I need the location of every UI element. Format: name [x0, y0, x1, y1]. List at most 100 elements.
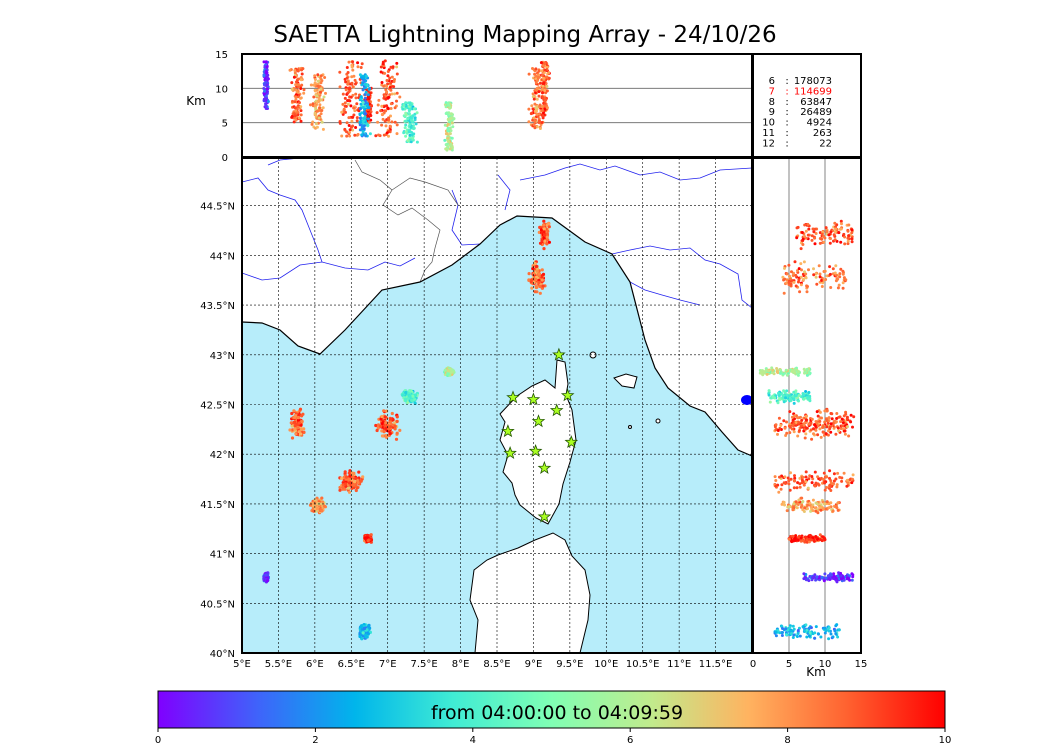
altitude-point: [364, 79, 368, 83]
lightning-point: [299, 427, 303, 431]
side-point: [784, 396, 787, 400]
side-point: [783, 391, 787, 395]
side-point: [811, 477, 815, 481]
side-point: [850, 240, 854, 244]
altitude-point: [381, 62, 385, 66]
side-point: [850, 228, 854, 232]
side-point: [767, 389, 771, 393]
altitude-point: [341, 92, 345, 96]
altitude-point: [359, 95, 363, 99]
altitude-point: [364, 90, 368, 94]
lightning-point: [447, 369, 451, 373]
altitude-point: [395, 65, 399, 69]
latitude-tick-label: 43.5°N: [200, 301, 235, 312]
side-point: [797, 498, 801, 502]
altitude-point: [545, 84, 549, 88]
lightning-point: [293, 420, 297, 424]
altitude-point: [297, 116, 301, 120]
side-point: [823, 626, 827, 630]
altitude-point: [541, 84, 545, 88]
altitude-point: [367, 99, 371, 103]
side-point: [839, 427, 843, 430]
lightning-point: [395, 431, 399, 435]
altitude-point: [542, 81, 545, 85]
side-point: [843, 242, 847, 246]
lightning-point: [290, 428, 295, 432]
altitude-point: [343, 96, 347, 100]
altitude-point: [296, 110, 300, 114]
altitude-point: [355, 119, 359, 123]
lightning-point: [533, 262, 537, 266]
altitude-point: [348, 130, 351, 134]
side-point: [839, 577, 843, 581]
side-point: [807, 371, 811, 375]
side-point: [847, 223, 851, 227]
longitude-tick-label: 8°E: [452, 659, 470, 670]
altitude-point: [262, 60, 266, 64]
side-point: [840, 476, 844, 480]
side-point: [826, 421, 830, 425]
side-point: [849, 413, 853, 417]
lightning-point: [543, 239, 547, 243]
side-point: [793, 474, 796, 478]
station-count-colon: :: [785, 86, 788, 97]
altitude-point: [309, 83, 313, 87]
lightning-point: [389, 422, 393, 426]
lightning-point: [537, 280, 541, 285]
side-point: [842, 232, 846, 236]
altitude-point: [392, 80, 396, 83]
side-point: [776, 371, 780, 375]
altitude-gridlines: [242, 87, 752, 124]
side-point: [814, 232, 818, 235]
side-point: [829, 286, 833, 289]
altitude-point: [541, 96, 545, 100]
altitude-point: [338, 70, 342, 74]
altitude-point: [294, 83, 298, 87]
side-point: [846, 236, 850, 240]
side-point: [818, 419, 822, 423]
side-point: [803, 270, 806, 274]
side-point: [804, 390, 808, 393]
side-point: [827, 429, 830, 433]
station-count-value: 26489: [800, 107, 832, 118]
side-point: [829, 632, 833, 636]
side-point: [846, 239, 850, 243]
side-point: [812, 427, 815, 431]
altitude-point: [540, 109, 544, 113]
station-star: [552, 347, 566, 361]
altitude-point: [355, 116, 359, 120]
side-point: [825, 409, 829, 413]
altitude-point: [350, 119, 354, 123]
side-point: [816, 475, 820, 479]
side-point: [814, 272, 818, 276]
side-point: [798, 476, 802, 480]
altitude-point: [412, 107, 416, 111]
lightning-point: [340, 476, 344, 480]
side-point: [792, 280, 796, 284]
side-point: [797, 278, 801, 282]
side-point: [815, 575, 819, 579]
lightning-point: [365, 628, 369, 632]
altitude-point: [352, 106, 356, 110]
side-point: [816, 414, 820, 418]
side-point: [813, 236, 817, 240]
latitude-tick-label: 41.5°N: [200, 500, 235, 511]
altitude-point: [389, 114, 392, 118]
side-point: [812, 432, 815, 436]
side-point: [829, 489, 833, 492]
lightning-point: [352, 480, 357, 484]
altitude-point: [313, 74, 317, 78]
altitude-point: [353, 109, 357, 113]
altitude-point: [300, 68, 304, 72]
altitude-point: [379, 109, 383, 113]
altitude-point: [356, 61, 360, 65]
side-point: [831, 267, 835, 271]
side-point: [803, 506, 807, 510]
altitude-point: [317, 116, 321, 120]
side-point: [804, 415, 808, 418]
altitude-point: [395, 61, 399, 65]
side-point: [834, 227, 837, 231]
side-point: [774, 479, 778, 482]
altitude-point: [383, 59, 387, 63]
latitude-tick-label: 41°N: [210, 550, 235, 561]
